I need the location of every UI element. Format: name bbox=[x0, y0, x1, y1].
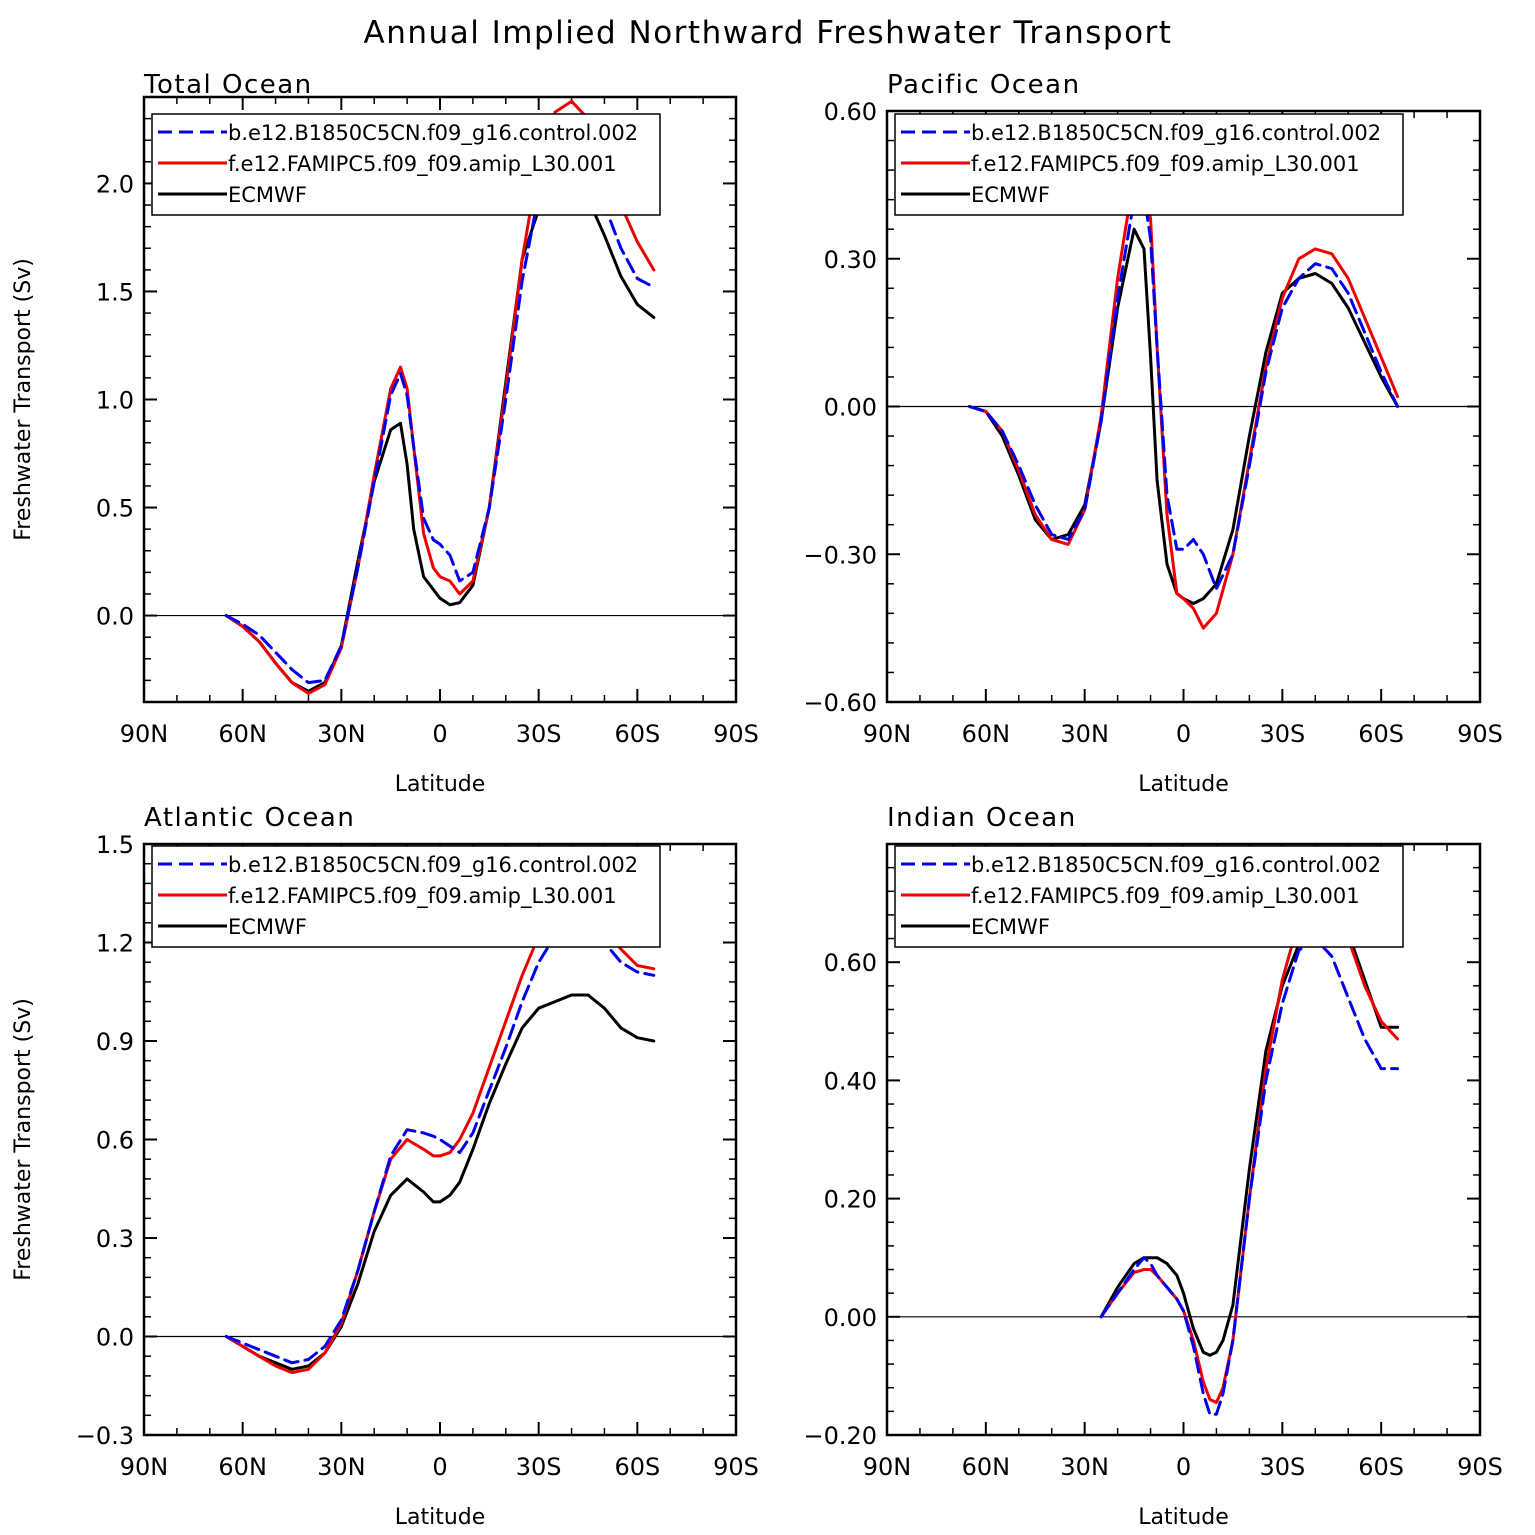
x-tick-label: 0 bbox=[432, 720, 447, 748]
y-tick-label: 2.0 bbox=[96, 170, 134, 198]
legend-box bbox=[151, 113, 661, 216]
y-tick-label: 0.5 bbox=[96, 495, 134, 523]
panel-title: Atlantic Ocean bbox=[144, 803, 355, 833]
x-axis-label: Latitude bbox=[1138, 1505, 1229, 1530]
legend-label: ECMWF bbox=[971, 183, 1050, 207]
x-tick-label: 90N bbox=[863, 1453, 912, 1481]
legend-label: b.e12.B1850C5CN.f09_g16.control.002 bbox=[228, 121, 638, 146]
x-tick-label: 60S bbox=[1358, 1453, 1404, 1481]
plot-frame bbox=[885, 842, 1482, 1437]
x-tick-label: 90S bbox=[1457, 1453, 1503, 1481]
x-tick-label: 60N bbox=[962, 1453, 1011, 1481]
y-tick-label: 1.0 bbox=[96, 387, 134, 415]
x-tick-label: 0 bbox=[1176, 720, 1191, 748]
x-tick-label: 30N bbox=[1060, 1453, 1109, 1481]
x-tick-label: 60N bbox=[218, 1453, 267, 1481]
series-line-control bbox=[967, 193, 1400, 591]
panel-title: Total Ocean bbox=[143, 70, 313, 100]
x-tick-label: 90S bbox=[713, 720, 759, 748]
y-tick-label: −0.60 bbox=[803, 689, 877, 717]
y-tick-label: −0.30 bbox=[803, 541, 877, 569]
x-tick-label: 60S bbox=[614, 720, 660, 748]
legend-box bbox=[894, 113, 1404, 216]
legend-label: ECMWF bbox=[228, 915, 307, 939]
legend-box bbox=[894, 845, 1404, 948]
series-group bbox=[967, 168, 1400, 630]
panel-3: 90N 60N 30N 0 30S 60S 90S −0.20 0.00 0.20 0.40 0.60… bbox=[803, 803, 1502, 1530]
legend-label: b.e12.B1850C5CN.f09_g16.control.002 bbox=[971, 121, 1381, 146]
x-tick-label: 30S bbox=[516, 720, 562, 748]
x-tick-label: 60S bbox=[614, 1453, 660, 1481]
x-tick-label: 90S bbox=[1457, 720, 1503, 748]
y-tick-label: 0.60 bbox=[824, 949, 877, 977]
y-tick-label: −0.3 bbox=[76, 1422, 134, 1450]
x-tick-label: 60N bbox=[962, 720, 1011, 748]
x-tick-label: 60S bbox=[1358, 720, 1404, 748]
y-axis-label: Freshwater Transport (Sv) bbox=[11, 998, 36, 1281]
x-tick-label: 30N bbox=[317, 720, 366, 748]
legend-label: b.e12.B1850C5CN.f09_g16.control.002 bbox=[228, 853, 638, 878]
series-line-control bbox=[1099, 937, 1400, 1416]
x-tick-label: 90N bbox=[863, 720, 912, 748]
y-tick-label: 1.5 bbox=[96, 278, 134, 306]
legend-label: b.e12.B1850C5CN.f09_g16.control.002 bbox=[971, 853, 1381, 878]
legend-label: f.e12.FAMIPC5.f09_f09.amip_L30.001 bbox=[228, 884, 617, 909]
panel-1: 90N 60N 30N 0 30S 60S 90S −0.60 −0.30 0.00 0.30 0.6… bbox=[803, 70, 1502, 797]
y-tick-label: 0.3 bbox=[96, 1225, 134, 1253]
plot-frame bbox=[142, 95, 738, 704]
figure-title: Annual Implied Northward Freshwater Tran… bbox=[364, 15, 1173, 51]
legend-box bbox=[151, 845, 661, 948]
series-line-amip bbox=[224, 99, 656, 695]
x-tick-label: 30N bbox=[317, 1453, 366, 1481]
panel-title: Pacific Ocean bbox=[887, 70, 1081, 100]
x-tick-label: 30S bbox=[1259, 720, 1305, 748]
series-line-ecmwf bbox=[224, 993, 656, 1371]
x-tick-label: 0 bbox=[1176, 1453, 1191, 1481]
legend-label: ECMWF bbox=[971, 915, 1050, 939]
y-tick-label: 0.00 bbox=[824, 394, 877, 422]
x-tick-label: 90N bbox=[120, 1453, 169, 1481]
x-tick-label: 30N bbox=[1060, 720, 1109, 748]
legend-label: f.e12.FAMIPC5.f09_f09.amip_L30.001 bbox=[228, 152, 617, 177]
x-axis-label: Latitude bbox=[395, 1505, 486, 1530]
legend-label: ECMWF bbox=[228, 183, 307, 207]
y-axis-label: Freshwater Transport (Sv) bbox=[11, 258, 36, 541]
y-tick-label: −0.20 bbox=[803, 1422, 877, 1450]
plot-frame bbox=[885, 109, 1482, 704]
panel-2: 90N 60N 30N 0 30S 60S 90S −0.3 0.0 0.3 0.6 0.9 1.2 1.… bbox=[11, 803, 759, 1530]
series-line-amip bbox=[967, 168, 1400, 630]
x-tick-label: 90N bbox=[120, 720, 169, 748]
x-tick-label: 30S bbox=[1259, 1453, 1305, 1481]
x-axis-label: Latitude bbox=[395, 772, 486, 797]
x-tick-label: 90S bbox=[713, 1453, 759, 1481]
legend-label: f.e12.FAMIPC5.f09_f09.amip_L30.001 bbox=[971, 152, 1360, 177]
y-tick-label: 0.60 bbox=[824, 98, 877, 126]
y-tick-label: 0.20 bbox=[824, 1186, 877, 1214]
x-tick-label: 60N bbox=[218, 720, 267, 748]
y-tick-label: 0.9 bbox=[96, 1028, 134, 1056]
panel-title: Indian Ocean bbox=[887, 803, 1077, 833]
y-tick-label: 1.5 bbox=[96, 831, 134, 859]
series-line-control bbox=[224, 918, 656, 1365]
y-tick-label: 0.0 bbox=[96, 1324, 134, 1352]
y-tick-label: 0.0 bbox=[96, 603, 134, 631]
y-tick-label: 1.2 bbox=[96, 930, 134, 958]
y-tick-label: 0.30 bbox=[824, 246, 877, 274]
x-axis-label: Latitude bbox=[1138, 772, 1229, 797]
plot-frame bbox=[142, 842, 738, 1437]
panels: 90N 60N 30N 0 30S 60S 90S 0.0 0.5 1.0 1.5 2.0 b.e12.… bbox=[11, 70, 1503, 1530]
y-tick-label: 0.6 bbox=[96, 1127, 134, 1155]
x-tick-label: 30S bbox=[516, 1453, 562, 1481]
x-tick-label: 0 bbox=[432, 1453, 447, 1481]
panel-0: 90N 60N 30N 0 30S 60S 90S 0.0 0.5 1.0 1.5 2.0 b.e12.… bbox=[11, 70, 759, 797]
y-tick-label: 0.40 bbox=[824, 1067, 877, 1095]
y-tick-label: 0.00 bbox=[824, 1304, 877, 1332]
legend-label: f.e12.FAMIPC5.f09_f09.amip_L30.001 bbox=[971, 884, 1360, 909]
